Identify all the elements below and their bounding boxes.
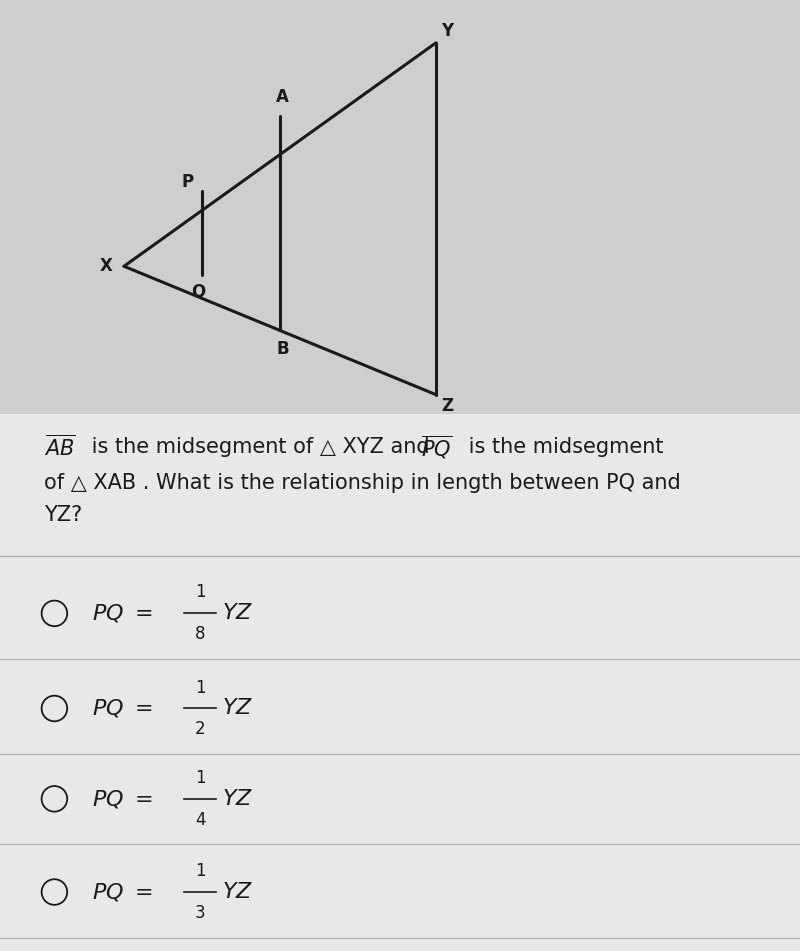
Text: is the midsegment of △ XYZ and: is the midsegment of △ XYZ and	[85, 437, 436, 457]
Text: of △ XAB . What is the relationship in length between PQ and: of △ XAB . What is the relationship in l…	[44, 473, 681, 494]
Text: $YZ$: $YZ$	[222, 788, 254, 809]
Text: 1: 1	[194, 584, 206, 601]
Text: $PQ\ =\ $: $PQ\ =\ $	[92, 881, 153, 903]
Text: $\overline{PQ}$: $\overline{PQ}$	[421, 434, 452, 460]
Text: Q: Q	[191, 282, 205, 301]
Text: $YZ$: $YZ$	[222, 603, 254, 624]
Text: 3: 3	[194, 904, 206, 922]
Text: is the midsegment: is the midsegment	[462, 437, 663, 457]
Text: 4: 4	[194, 811, 206, 828]
Text: 1: 1	[194, 769, 206, 786]
FancyBboxPatch shape	[0, 414, 800, 951]
Text: 8: 8	[194, 626, 206, 643]
Text: A: A	[276, 88, 289, 107]
Text: $YZ$: $YZ$	[222, 882, 254, 902]
Text: 2: 2	[194, 721, 206, 738]
Text: $PQ\ =\ $: $PQ\ =\ $	[92, 787, 153, 810]
Text: Z: Z	[441, 398, 454, 415]
Text: 1: 1	[194, 863, 206, 880]
Text: P: P	[182, 173, 194, 191]
Text: X: X	[100, 258, 113, 275]
Text: $\overline{AB}$: $\overline{AB}$	[44, 435, 76, 459]
Text: $PQ\ =\ $: $PQ\ =\ $	[92, 697, 153, 720]
Text: YZ?: YZ?	[44, 505, 82, 526]
Text: Y: Y	[441, 23, 454, 40]
Text: 1: 1	[194, 679, 206, 696]
Text: $PQ\ =\ $: $PQ\ =\ $	[92, 602, 153, 625]
Text: $YZ$: $YZ$	[222, 698, 254, 719]
Text: B: B	[276, 340, 289, 359]
